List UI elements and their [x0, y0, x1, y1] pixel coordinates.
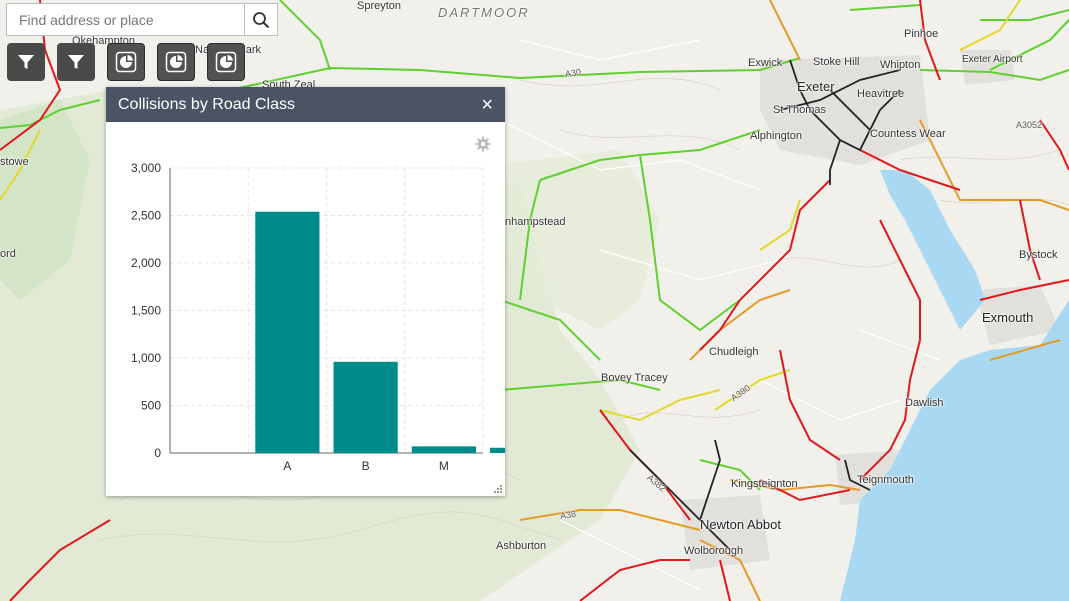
toolbar [7, 43, 257, 81]
close-icon[interactable]: × [481, 93, 493, 116]
y-tick-label: 2,500 [131, 209, 161, 223]
region-label: DARTMOOR [438, 5, 530, 20]
y-tick-label: 1,500 [131, 304, 161, 318]
city-label: Exeter [797, 79, 835, 94]
chart-widget-button[interactable] [107, 43, 145, 81]
place-label: Bystock [1019, 249, 1058, 261]
place-label: Exwick [748, 57, 783, 69]
place-label: St Thomas [773, 104, 826, 116]
chart-panel[interactable]: Collisions by Road Class × 0 500 1,000 1,50… [106, 87, 505, 496]
place-label: Chudleigh [709, 346, 759, 358]
place-label: Kingsteignton [731, 478, 798, 490]
place-label: Pinhoe [904, 28, 939, 40]
filter-icon [68, 55, 84, 69]
resize-handle[interactable] [494, 485, 502, 493]
search-button[interactable] [244, 4, 277, 35]
search-input[interactable] [7, 4, 244, 35]
place-label: ord [0, 248, 16, 260]
search-box [6, 3, 278, 36]
pie-chart-icon [165, 51, 187, 73]
place-label: Ashburton [496, 540, 547, 552]
place-label: Heavitree [857, 88, 905, 100]
filter-icon [18, 55, 34, 69]
chart-widget-button[interactable] [157, 43, 195, 81]
place-label: nhampstead [505, 216, 566, 228]
x-tick-label: B [362, 459, 370, 473]
place-label: Alphington [750, 130, 802, 142]
y-tick-label: 2,000 [131, 256, 161, 270]
gear-icon[interactable] [475, 136, 491, 152]
place-label: Spreyton [357, 0, 402, 12]
panel-title: Collisions by Road Class [118, 95, 295, 113]
y-tick-label: 3,000 [131, 161, 161, 175]
place-label: Exeter Airport [962, 54, 1023, 65]
y-tick-label: 1,000 [131, 351, 161, 365]
place-label: Whipton [880, 59, 921, 71]
city-label: Exmouth [982, 310, 1034, 325]
place-label: Teignmouth [857, 474, 914, 486]
road-label: A3052 [1016, 120, 1043, 130]
search-icon [253, 11, 270, 28]
place-label: Stoke Hill [813, 56, 860, 68]
place-label: Countess Wear [870, 128, 946, 140]
filter-button[interactable] [57, 43, 95, 81]
bar[interactable] [333, 361, 398, 453]
panel-header[interactable]: Collisions by Road Class × [106, 87, 505, 122]
pie-chart-icon [115, 51, 137, 73]
x-tick-label: A [283, 459, 291, 473]
city-label: Newton Abbot [700, 517, 781, 532]
place-label: stowe [0, 156, 29, 168]
pie-chart-icon [215, 51, 237, 73]
y-tick-label: 0 [154, 446, 161, 460]
bar[interactable] [411, 446, 476, 453]
bar[interactable] [255, 211, 320, 453]
y-tick-label: 500 [141, 399, 161, 413]
x-tick-label: M [439, 459, 449, 473]
place-label: Bovey Tracey [601, 372, 668, 384]
place-label: Dawlish [905, 397, 944, 409]
bar[interactable] [490, 447, 505, 453]
chart-widget-button[interactable] [207, 43, 245, 81]
filter-button[interactable] [7, 43, 45, 81]
place-label: Wolborough [684, 545, 744, 557]
